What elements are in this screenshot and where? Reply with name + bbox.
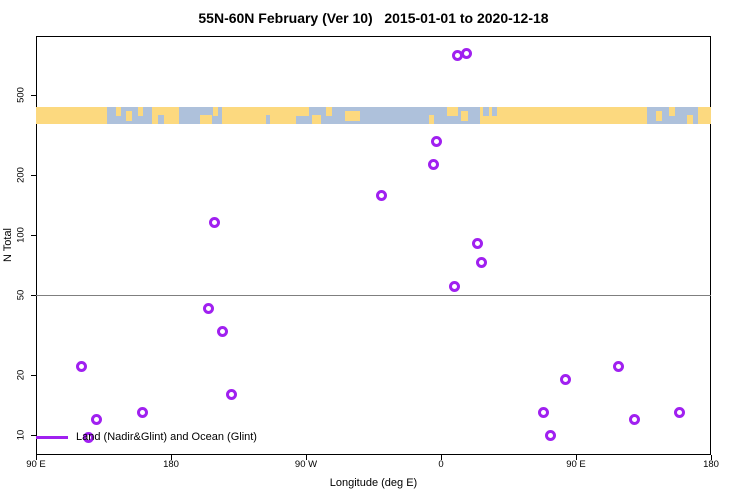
land-patch (655, 111, 662, 121)
land-patch (295, 107, 309, 116)
data-point (137, 406, 148, 418)
x-tick-label: 180 (163, 459, 179, 470)
x-tick-label: 0 (438, 459, 444, 470)
x-tick-mark (576, 455, 577, 460)
y-tick-mark (31, 95, 36, 97)
y-tick-mark (31, 374, 36, 376)
land-patch (345, 111, 360, 121)
land-patch (126, 111, 132, 121)
y-tick-label: 500 (15, 87, 27, 104)
land-patch (312, 115, 321, 124)
x-tick-label: 180 (703, 459, 719, 470)
y-tick-mark (31, 174, 36, 176)
y-axis-label: N Total (2, 227, 14, 263)
chart-title: 55N-60N February (Ver 10) 2015-01-01 to … (198, 10, 549, 26)
x-tick-mark (306, 455, 307, 460)
data-point (375, 189, 387, 201)
x-tick-label: 90 E (566, 459, 586, 470)
land-patch (199, 115, 212, 124)
x-tick-mark (711, 455, 712, 460)
data-point (537, 406, 549, 418)
land-segment (222, 107, 296, 124)
data-point (449, 281, 460, 293)
land-patch (669, 107, 675, 116)
data-point (75, 361, 87, 372)
y-tick-mark (31, 295, 36, 297)
data-point (674, 406, 685, 418)
x-tick-mark (171, 455, 172, 460)
legend-line-marker (36, 435, 68, 439)
land-segment (151, 107, 179, 124)
land-patch (115, 107, 121, 116)
data-point (203, 302, 214, 314)
y-tick-mark (31, 235, 36, 236)
x-tick-label: 90 E (26, 459, 46, 470)
legend-label: Land (Nadir&Glint) and Ocean (Glint) (76, 431, 257, 443)
land-segment (480, 107, 648, 124)
data-point (431, 135, 442, 147)
y-tick-label: 10 (15, 429, 27, 441)
reference-line-50 (36, 295, 711, 297)
data-point (629, 413, 640, 425)
data-point (90, 413, 102, 425)
y-tick-label: 50 (15, 289, 27, 301)
y-tick-label: 200 (15, 166, 27, 183)
x-tick-mark (36, 455, 37, 460)
land-segment (697, 107, 711, 124)
land-patch (447, 107, 458, 116)
data-point (560, 373, 571, 385)
x-tick-mark (441, 455, 442, 460)
legend-circle-marker (82, 431, 94, 443)
data-point (225, 388, 237, 400)
data-point (476, 256, 487, 268)
data-point (545, 429, 556, 441)
x-tick-label: 90 W (294, 459, 318, 470)
data-point (461, 47, 472, 59)
data-point (471, 237, 483, 249)
data-point (209, 216, 220, 228)
land-patch (460, 111, 468, 121)
land-patch (429, 115, 434, 124)
y-tick-label: 100 (15, 227, 27, 243)
y-tick-label: 20 (15, 369, 27, 381)
y-tick-mark (31, 435, 36, 436)
land-patch (213, 107, 218, 116)
ocean-patch (157, 115, 164, 124)
data-point (428, 159, 439, 171)
ocean-patch (483, 107, 489, 116)
data-point (612, 361, 624, 372)
land-segment (36, 107, 108, 124)
data-point (216, 325, 228, 337)
ocean-patch (492, 107, 497, 116)
land-patch (325, 107, 332, 116)
ocean-patch (265, 115, 270, 124)
land-patch (138, 107, 143, 116)
plot-area (36, 36, 711, 455)
x-axis-label: Longitude (deg E) (329, 477, 418, 489)
land-patch (687, 115, 693, 124)
